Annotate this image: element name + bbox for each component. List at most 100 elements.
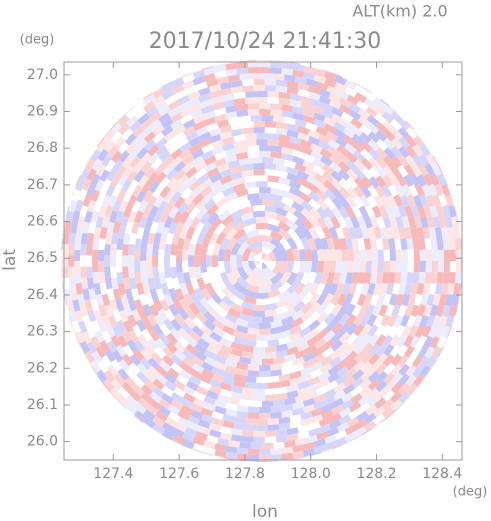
echo-cell [214,405,227,415]
echo-cell [371,303,382,317]
echo-cell [345,237,354,250]
echo-cell [230,242,241,256]
echo-cell [233,373,246,382]
echo-cell [357,272,366,285]
echo-cell [124,221,134,234]
echo-cell [310,361,323,372]
echo-cell [112,199,122,213]
echo-cell [93,199,103,213]
echo-cell [281,360,294,370]
echo-cell [390,128,403,141]
echo-cell [263,261,271,267]
echo-cell [255,216,269,224]
echo-cell [358,205,369,219]
echo-cell [352,313,364,327]
echo-cell [278,422,291,431]
echo-cell [389,164,402,178]
echo-cell [302,153,315,164]
echo-cell [117,368,130,381]
echo-cell [270,187,283,196]
echo-cell [170,119,183,130]
echo-cell [148,205,159,218]
echo-cell [375,362,388,375]
echo-cell [136,226,145,240]
y-tick-label: 27.0 [27,67,58,83]
echo-cell [346,332,358,346]
echo-cell [267,460,279,462]
echo-cell [278,246,289,261]
echo-cell [209,179,223,191]
echo-cell [414,183,425,197]
echo-cell [296,176,310,188]
echo-cell [270,151,283,159]
echo-cell [334,429,348,440]
echo-cell [193,397,206,408]
echo-cell [253,261,261,267]
echo-cell [442,204,451,218]
echo-cell [174,288,185,301]
echo-cell [177,335,190,348]
echo-cell [286,227,299,241]
echo-cell [432,216,441,229]
echo-cell [285,299,299,311]
echo-cell [225,451,238,460]
echo-cell [389,174,401,188]
echo-cell [140,261,147,273]
echo-cell [219,388,233,398]
echo-cell [210,217,223,230]
echo-cell [309,207,322,221]
echo-cell [352,150,366,162]
echo-cell [425,355,437,369]
echo-cell [236,276,249,289]
echo-cell [209,83,222,93]
echo-cell [262,400,274,407]
echo-cell [335,374,348,386]
echo-cell [383,380,396,393]
echo-cell [316,216,328,230]
echo-cell [376,371,389,384]
echo-cell [140,348,153,362]
echo-cell [410,204,420,218]
echo-cell [239,115,251,123]
echo-cell [264,436,277,443]
echo-cell [193,287,205,301]
echo-cell [95,345,107,359]
echo-cell [144,139,157,152]
echo-cell [319,148,333,160]
echo-cell [172,211,183,224]
echo-cell [407,249,415,261]
echo-cell [297,380,310,390]
echo-cell [342,134,356,146]
echo-cell [351,238,360,251]
echo-cell [330,339,343,352]
echo-cell [369,215,380,229]
echo-cell [304,248,312,261]
echo-cell [350,393,363,405]
echo-cell [281,366,294,376]
echo-cell [300,271,311,286]
echo-cell [378,304,389,317]
echo-cell [155,365,168,378]
echo-cell [162,429,175,440]
echo-cell [398,136,410,149]
echo-cell [235,188,249,198]
echo-cell [275,127,288,136]
echo-cell [230,128,243,137]
echo-cell [201,237,211,251]
echo-cell [215,313,228,326]
echo-cell [190,232,200,245]
echo-cell [151,351,163,365]
echo-cell [172,77,185,88]
echo-cell [391,205,401,218]
echo-cell [217,76,230,85]
echo-cell [231,434,243,442]
echo-cell [97,189,107,202]
echo-cell [163,215,174,229]
echo-cell [214,64,227,73]
echo-cell [404,226,413,239]
echo-cell [292,261,300,274]
echo-cell [152,87,165,99]
x-tick-label: 128.2 [356,466,396,482]
echo-cell [429,336,440,349]
echo-cell [329,356,342,368]
